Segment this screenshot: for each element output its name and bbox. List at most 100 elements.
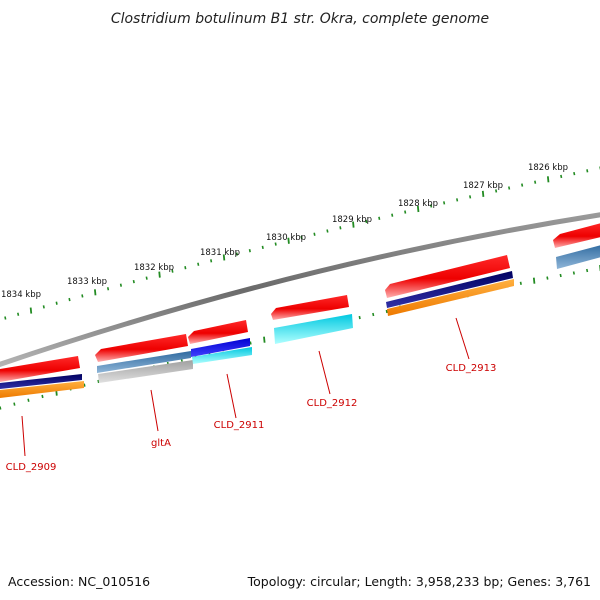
minor-tick [572, 271, 575, 275]
gene-label[interactable]: CLD_2912 [307, 398, 358, 409]
minor-tick [430, 204, 433, 208]
minor-tick [358, 315, 361, 320]
minor-tick [559, 273, 562, 278]
cds-arrow [271, 295, 349, 320]
minor-tick [41, 394, 44, 399]
cds-arrow [385, 255, 510, 298]
minor-tick [560, 174, 563, 179]
minor-tick [55, 301, 58, 305]
minor-tick [391, 213, 394, 217]
gene-label[interactable]: CLD_2913 [446, 363, 497, 374]
major-tick [158, 271, 161, 278]
major-tick [94, 289, 97, 296]
cds-arrow [0, 356, 80, 382]
minor-tick [339, 226, 342, 230]
minor-tick [97, 379, 100, 384]
minor-tick [197, 262, 200, 266]
minor-tick [586, 169, 589, 173]
minor-tick [68, 297, 71, 302]
cds-track-steelblue [556, 245, 600, 269]
gene-glta[interactable] [95, 334, 193, 383]
cds-track-cyan [274, 314, 353, 344]
gene-right-partial[interactable] [553, 222, 600, 269]
tick-label: 1834 kbp [1, 290, 41, 300]
tick-label: 1829 kbp [332, 215, 372, 225]
gene-leader-line [318, 350, 331, 395]
minor-tick [519, 281, 522, 285]
minor-tick [469, 195, 472, 199]
minor-tick [132, 279, 135, 284]
tick-label: 1833 kbp [67, 277, 107, 287]
genome-backbone [0, 212, 600, 367]
cds-track-navy [386, 271, 513, 308]
gene-cld-2912[interactable] [271, 295, 353, 344]
minor-tick [508, 186, 511, 190]
cds-track-orange [0, 381, 84, 398]
gene-label[interactable]: CLD_2909 [6, 462, 57, 473]
minor-tick [248, 249, 251, 253]
minor-tick [313, 232, 316, 236]
minor-tick [365, 219, 368, 224]
cds-arrow [188, 320, 248, 344]
major-tick [222, 254, 226, 261]
minor-tick [404, 210, 407, 214]
topology-text: Topology: circular; Length: 3,958,233 bp… [247, 574, 591, 589]
minor-tick [521, 183, 524, 187]
gene-label[interactable]: gltA [151, 438, 171, 449]
accession-text: Accession: NC_010516 [8, 574, 151, 589]
minor-tick [385, 309, 388, 314]
minor-tick [171, 269, 174, 273]
minor-tick [81, 294, 84, 298]
major-tick [416, 205, 420, 213]
minor-tick [106, 287, 110, 291]
minor-tick [443, 201, 446, 205]
cds-arrow [553, 223, 600, 248]
minor-tick [235, 252, 239, 256]
cds-track-silver [98, 360, 193, 383]
gene-leader-line [455, 317, 470, 360]
minor-tick [27, 398, 30, 402]
tick-label: 1830 kbp [266, 233, 306, 243]
minor-tick [378, 216, 381, 220]
major-tick [481, 190, 485, 197]
map-title: Clostridium botulinum B1 str. Okra, comp… [111, 11, 489, 27]
gene-cld-2909[interactable] [0, 356, 84, 398]
minor-tick [4, 316, 7, 320]
minor-tick [184, 266, 187, 270]
tick-label: 1831 kbp [200, 248, 240, 258]
minor-tick [326, 229, 329, 233]
minor-tick [249, 341, 252, 345]
feature-blocks [0, 222, 600, 398]
minor-tick [573, 171, 576, 176]
minor-tick [261, 245, 264, 250]
gene-leader-line [226, 373, 237, 419]
gene-labels: CLD_2909 gltA CLD_2911 CLD_2912 CLD_2913 [6, 317, 497, 473]
major-tick [287, 237, 290, 244]
minor-tick [119, 283, 123, 287]
minor-tick [495, 189, 498, 193]
minor-tick [300, 235, 303, 240]
minor-tick [586, 268, 589, 273]
cds-track-cyan [192, 347, 252, 364]
major-tick [546, 176, 550, 183]
tick-label: 1826 kbp [528, 163, 568, 173]
minor-tick [274, 242, 277, 246]
outer-tick-ring: 1826 kbp 1827 kbp 1828 kbp 1829 kbp 1830 kbp… [1, 163, 600, 320]
minor-tick [534, 180, 537, 184]
cds-track-blue [191, 338, 250, 357]
minor-tick [372, 312, 375, 317]
cds-track-orange [387, 279, 514, 316]
minor-tick [13, 402, 16, 406]
major-tick [29, 307, 33, 314]
gene-leader-line [150, 389, 159, 432]
gene-label[interactable]: CLD_2911 [214, 420, 265, 431]
minor-tick [83, 383, 86, 387]
gene-cld-2911[interactable] [188, 320, 252, 364]
minor-tick [17, 312, 20, 316]
major-tick [352, 221, 355, 228]
cds-track-navy [0, 374, 82, 389]
minor-tick [210, 259, 213, 263]
gene-cld-2913[interactable] [385, 255, 514, 316]
major-tick [263, 336, 266, 343]
